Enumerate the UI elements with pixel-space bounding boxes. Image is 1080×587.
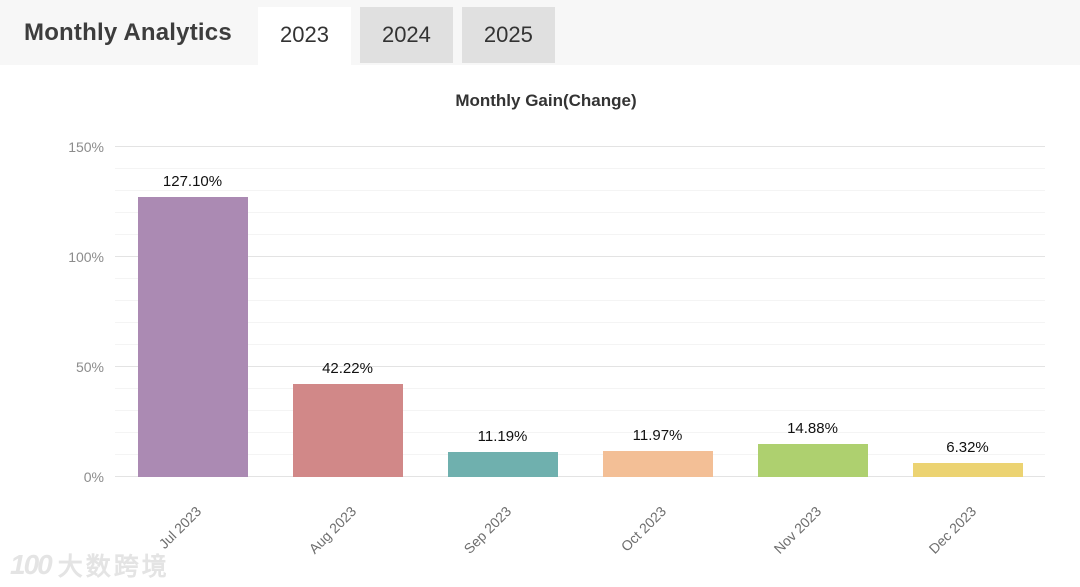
major-gridline [115, 256, 1045, 257]
minor-gridline [115, 212, 1045, 213]
y-axis-tick-label: 100% [68, 249, 104, 265]
major-gridline [115, 146, 1045, 147]
bar-chart-plot-area: 0% 50% 100% 150% 127.10% Jul 2023 42.22% Aug 20… [68, 139, 1045, 557]
bar-dec-2023[interactable] [912, 463, 1023, 477]
bar-cell-oct-2023: 11.97% Oct 2023 [580, 147, 735, 554]
x-axis-label: Dec 2023 [925, 503, 979, 557]
minor-gridline [115, 190, 1045, 191]
bar-jul-2023[interactable] [137, 197, 248, 477]
minor-gridline [115, 168, 1045, 169]
y-axis-tick-label: 0% [83, 469, 104, 485]
x-axis-label: Aug 2023 [305, 503, 359, 557]
minor-gridline [115, 388, 1045, 389]
page-title: Monthly Analytics [24, 19, 232, 46]
x-axis-label: Nov 2023 [770, 503, 824, 557]
tab-2024[interactable]: 2024 [359, 7, 453, 63]
x-axis-label: Sep 2023 [460, 503, 514, 557]
minor-gridline [115, 410, 1045, 411]
minor-gridline [115, 322, 1045, 323]
tab-2025[interactable]: 2025 [461, 7, 555, 63]
chart-title: Monthly Gain(Change) [455, 91, 637, 110]
minor-gridline [115, 454, 1045, 455]
bar-cell-nov-2023: 14.88% Nov 2023 [735, 147, 890, 557]
minor-gridline [115, 300, 1045, 301]
bar-value-label: 127.10% [162, 173, 223, 191]
bar-aug-2023[interactable] [292, 384, 403, 477]
y-axis-tick-label: 150% [68, 139, 104, 155]
bar-value-label: 11.97% [632, 426, 683, 444]
minor-gridline [115, 278, 1045, 279]
bar-nov-2023[interactable] [757, 444, 868, 477]
watermark: 100 大数跨境 [10, 547, 170, 583]
bar-cell-sep-2023: 11.19% Sep 2023 [425, 147, 580, 557]
bar-value-label: 14.88% [787, 420, 838, 438]
x-axis-label: Jul 2023 [155, 503, 204, 552]
bar-cell-dec-2023: 6.32% Dec 2023 [890, 147, 1045, 557]
header-bar: Monthly Analytics 2023 2024 2025 [0, 0, 1080, 68]
bar-cell-aug-2023: 42.22% Aug 2023 [270, 147, 425, 557]
y-axis-tick-label: 50% [75, 359, 104, 375]
x-axis-label: Oct 2023 [617, 503, 669, 555]
watermark-brand-text: 大数跨境 [57, 553, 170, 581]
year-tabs: 2023 2024 2025 [258, 7, 555, 68]
bar-value-label: 6.32% [946, 439, 989, 457]
bar-value-label: 11.19% [477, 428, 528, 446]
watermark-logo: 100 [10, 549, 53, 580]
major-gridline [115, 476, 1045, 477]
bar-oct-2023[interactable] [602, 450, 713, 477]
bar-cell-jul-2023: 127.10% Jul 2023 [115, 147, 270, 552]
bar-value-label: 42.22% [322, 360, 373, 378]
tab-2023[interactable]: 2023 [258, 7, 351, 68]
minor-gridline [115, 234, 1045, 235]
major-gridline [115, 366, 1045, 367]
bar-sep-2023[interactable] [447, 452, 558, 477]
minor-gridline [115, 432, 1045, 433]
minor-gridline [115, 344, 1045, 345]
